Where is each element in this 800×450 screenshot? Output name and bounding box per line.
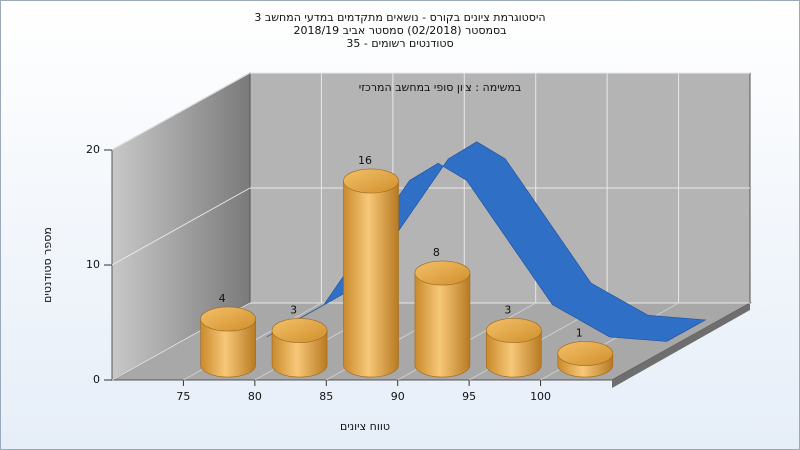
data-label: 3: [504, 303, 511, 316]
chart-subtitle: סטודנטים רשומים - 35: [346, 37, 453, 50]
floor-edge: [612, 303, 750, 388]
y-tick-label: 0: [93, 373, 100, 386]
x-tick-label: 90: [391, 390, 405, 403]
bar: [414, 272, 471, 378]
x-tick-label: 100: [530, 390, 551, 403]
y-axis-label: מספר סטודנטים: [41, 227, 54, 303]
data-label: 1: [576, 326, 583, 339]
chart-title: היסטוגרמת ציונים בקורס - נושאים מתקדמים …: [254, 11, 545, 24]
bar-top: [414, 260, 471, 286]
x-tick-label: 85: [319, 390, 333, 403]
data-label: 16: [358, 154, 372, 167]
bar: [486, 330, 542, 378]
bar: [343, 180, 399, 378]
bar-top: [557, 341, 614, 366]
curve: [266, 141, 707, 342]
x-tick-label: 75: [176, 390, 190, 403]
data-label: 8: [433, 246, 440, 259]
x-axis-label: טווח ציונים: [340, 420, 390, 433]
y-tick-label: 10: [86, 258, 100, 271]
chart-subtitle: בסמסטר (02/2018) סמסטר אביב 2018/19: [293, 24, 506, 37]
annotation: במשימה : ציון סופי במחשב המרכזי: [359, 81, 522, 94]
x-tick-label: 95: [462, 390, 476, 403]
y-tick-label: 20: [86, 143, 100, 156]
x-tick-label: 80: [248, 390, 262, 403]
bar: [271, 330, 328, 378]
bar: [200, 318, 256, 378]
bar-top: [486, 318, 542, 343]
grid-line: [111, 187, 251, 266]
grid-line: [111, 72, 251, 151]
data-label: 3: [290, 303, 297, 316]
bar-top: [271, 318, 328, 343]
bar-top: [200, 306, 256, 332]
data-label: 4: [219, 292, 226, 305]
bar-top: [343, 168, 399, 194]
